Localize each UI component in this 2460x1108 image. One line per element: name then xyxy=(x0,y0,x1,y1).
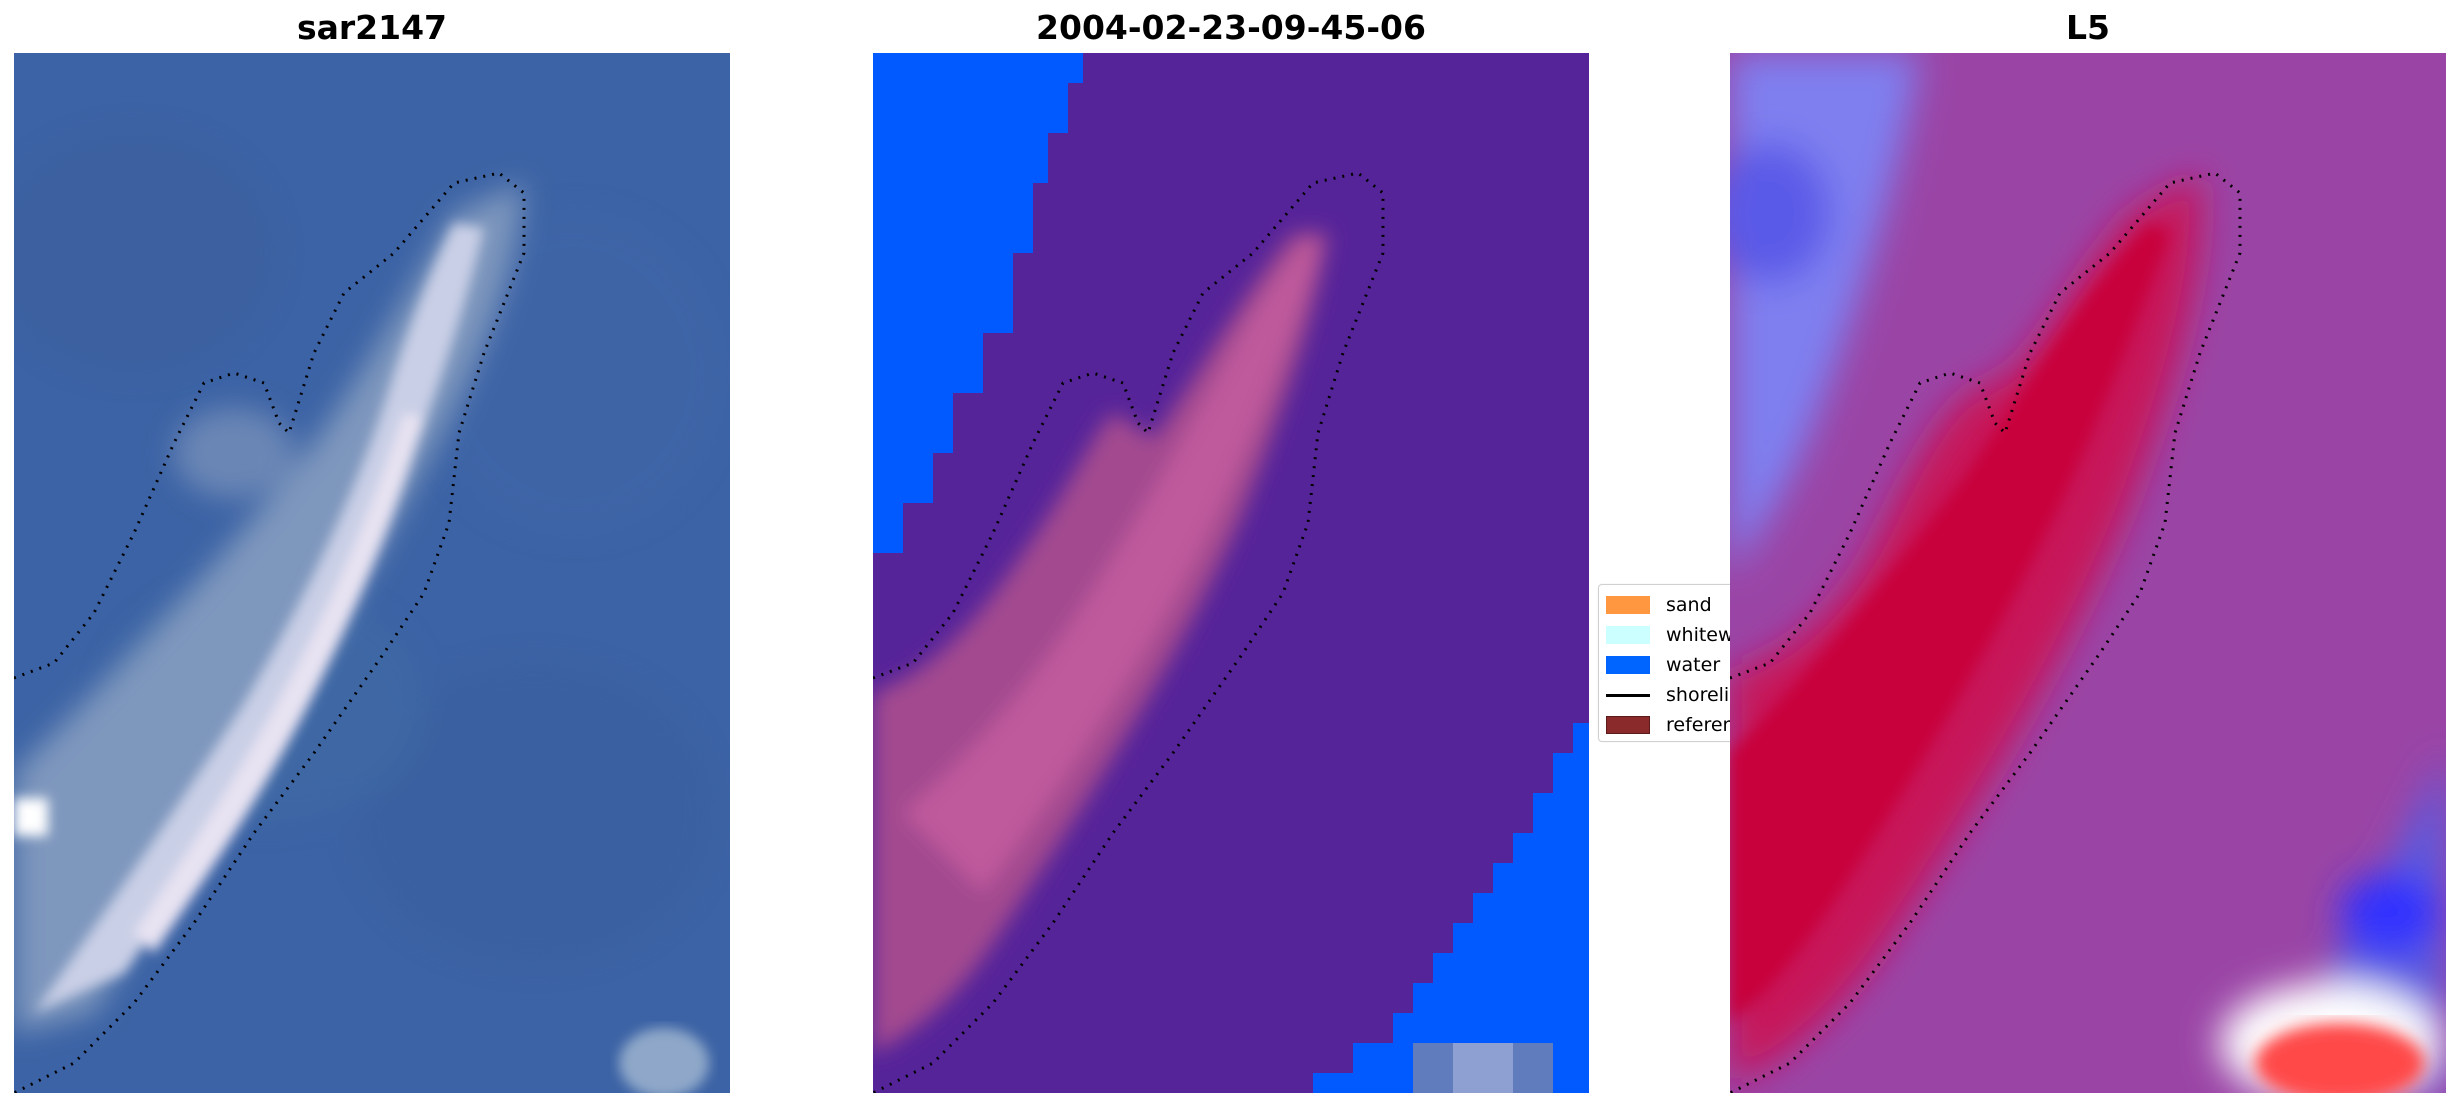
legend-label-sand: sand xyxy=(1666,594,1712,616)
water-swatch xyxy=(1606,656,1650,674)
water-class-region-lower xyxy=(1313,723,1589,1093)
index-image xyxy=(1730,53,2446,1093)
shoreline-line xyxy=(1606,693,1650,697)
panel-title-classified: 2004-02-23-09-45-06 xyxy=(1036,8,1426,47)
satellite-rgb-image xyxy=(14,53,730,1093)
legend-label-shoreline: shoreline xyxy=(1666,684,1739,706)
legend: sand whitewater water shoreline referenc… xyxy=(1598,584,1740,742)
legend-item-shoreline: shoreline xyxy=(1606,684,1739,706)
water-class-region-upper xyxy=(873,53,1083,553)
satellite-rgb-svg xyxy=(14,53,730,1093)
classified-image xyxy=(873,53,1589,1093)
panel-title-index: L5 xyxy=(2066,8,2110,47)
legend-label-whitewater: whitewater xyxy=(1666,624,1739,646)
legend-item-reference: reference xyxy=(1606,714,1739,736)
whitewater-swatch xyxy=(1606,626,1650,644)
legend-label-reference: reference xyxy=(1666,714,1739,736)
legend-item-whitewater: whitewater xyxy=(1606,624,1739,646)
panel-title-rgb: sar2147 xyxy=(296,8,448,47)
classified-svg xyxy=(873,53,1589,1093)
reference-swatch xyxy=(1606,716,1650,734)
sand-swatch xyxy=(1606,596,1650,614)
index-svg xyxy=(1730,53,2446,1093)
legend-item-water: water xyxy=(1606,654,1720,676)
legend-label-water: water xyxy=(1666,654,1721,676)
legend-item-sand: sand xyxy=(1606,594,1712,616)
